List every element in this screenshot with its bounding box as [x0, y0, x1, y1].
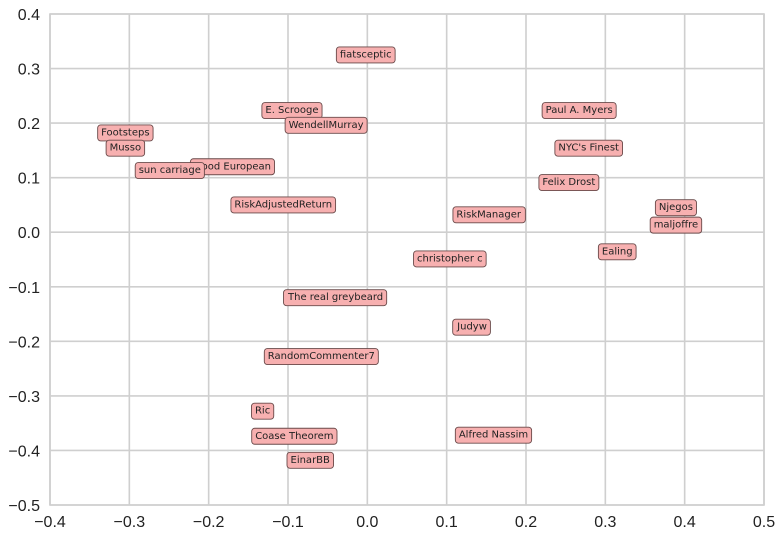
point-text: RandomCommenter7	[268, 351, 375, 362]
y-tick-label: −0.2	[8, 334, 40, 351]
y-tick-label: −0.5	[8, 498, 40, 515]
point-box	[134, 162, 205, 180]
point-text: Good European	[194, 161, 271, 172]
point-box	[649, 216, 703, 234]
point-label: NYC's Finest	[554, 139, 623, 157]
point-label: RiskManager	[452, 206, 526, 224]
point-text: christopher c	[417, 253, 483, 264]
x-tick-label: −0.4	[34, 514, 66, 531]
point-box	[654, 199, 697, 217]
y-tick-label: −0.3	[8, 389, 40, 406]
x-tick-label: 0.3	[594, 514, 616, 531]
point-label: Coase Theorem	[251, 427, 338, 445]
y-tick-label: 0.1	[18, 171, 40, 188]
point-label: sun carriage	[134, 162, 205, 180]
point-text: Footsteps	[101, 127, 149, 138]
point-text: Felix Drost	[542, 177, 595, 188]
y-tick-label: 0.2	[18, 116, 40, 133]
y-tick-label: −0.1	[8, 280, 40, 297]
x-tick-label: −0.3	[114, 514, 146, 531]
point-label: E. Scrooge	[261, 102, 323, 120]
point-text: fiatsceptic	[340, 49, 392, 60]
point-text: RiskManager	[456, 209, 521, 220]
point-label: Paul A. Myers	[541, 102, 617, 120]
point-label: WendellMurray	[284, 116, 368, 134]
point-label: Felix Drost	[538, 174, 600, 192]
x-tick-label: 0.2	[515, 514, 537, 531]
x-tick-label: −0.1	[272, 514, 304, 531]
x-tick-label: −0.2	[193, 514, 225, 531]
point-box	[452, 318, 491, 336]
y-tick-label: −0.4	[8, 443, 40, 460]
point-text: WendellMurray	[289, 120, 364, 131]
data-points: fiatsceptic E. Scrooge WendellMurray Paul A…	[97, 46, 703, 469]
point-text: RiskAdjustedReturn	[234, 199, 332, 210]
point-text: Alfred Nassim	[459, 430, 528, 441]
point-text: Coase Theorem	[255, 431, 333, 442]
point-box	[597, 243, 637, 261]
point-box	[335, 46, 396, 64]
point-label: maljoffre	[649, 216, 703, 234]
point-box	[413, 250, 487, 268]
y-tick-label: 0.0	[18, 225, 40, 242]
plot-area	[49, 13, 765, 506]
point-text: NYC's Finest	[558, 143, 619, 154]
x-tick-label: 0.0	[356, 514, 378, 531]
point-text: Judyw	[456, 322, 487, 333]
point-text: maljoffre	[654, 220, 698, 231]
x-tick-label: 0.4	[674, 514, 696, 531]
point-label: The real greybeard	[283, 289, 388, 307]
point-label: EinarBB	[286, 451, 334, 469]
point-box	[251, 402, 275, 420]
point-box	[251, 427, 338, 445]
point-label: Alfred Nassim	[454, 426, 533, 444]
point-label: fiatsceptic	[335, 46, 396, 64]
y-axis-ticks: 0.4 0.3 0.2 0.1 0.0 −0.1 −0.2 −0.3 −0.4 −0.5	[8, 7, 40, 515]
point-label: Footsteps	[97, 124, 154, 142]
point-box	[263, 348, 379, 366]
point-text: Ealing	[602, 246, 633, 257]
point-box	[452, 206, 526, 224]
point-text: Paul A. Myers	[546, 105, 613, 116]
point-box	[554, 139, 623, 157]
point-text: EinarBB	[291, 455, 331, 466]
point-box	[284, 116, 368, 134]
point-text: Musso	[110, 143, 142, 154]
grid	[49, 13, 765, 506]
point-box	[283, 289, 388, 307]
point-box	[541, 102, 617, 120]
point-label: christopher c	[413, 250, 487, 268]
y-tick-label: 0.3	[18, 62, 40, 79]
point-box	[538, 174, 600, 192]
point-label: Musso	[105, 139, 146, 157]
point-label: Ealing	[597, 243, 637, 261]
x-tick-label: 0.1	[436, 514, 458, 531]
x-tick-label: 0.5	[753, 514, 775, 531]
point-text: Njegos	[659, 202, 693, 213]
point-text: sun carriage	[139, 165, 201, 176]
point-label: Judyw	[452, 318, 491, 336]
point-label: Njegos	[654, 199, 697, 217]
point-box	[286, 451, 334, 469]
point-text: Ric	[255, 406, 270, 417]
point-box	[105, 139, 146, 157]
y-tick-label: 0.4	[18, 7, 40, 24]
point-text: E. Scrooge	[265, 105, 318, 116]
point-text: The real greybeard	[287, 292, 383, 303]
point-label: RandomCommenter7	[263, 348, 379, 366]
point-label: Ric	[251, 402, 275, 420]
point-box	[454, 426, 533, 444]
x-axis-ticks: −0.4 −0.3 −0.2 −0.1 0.0 0.1 0.2 0.3 0.4 0.5	[34, 514, 775, 531]
point-box	[230, 196, 337, 214]
point-label: RiskAdjustedReturn	[230, 196, 337, 214]
